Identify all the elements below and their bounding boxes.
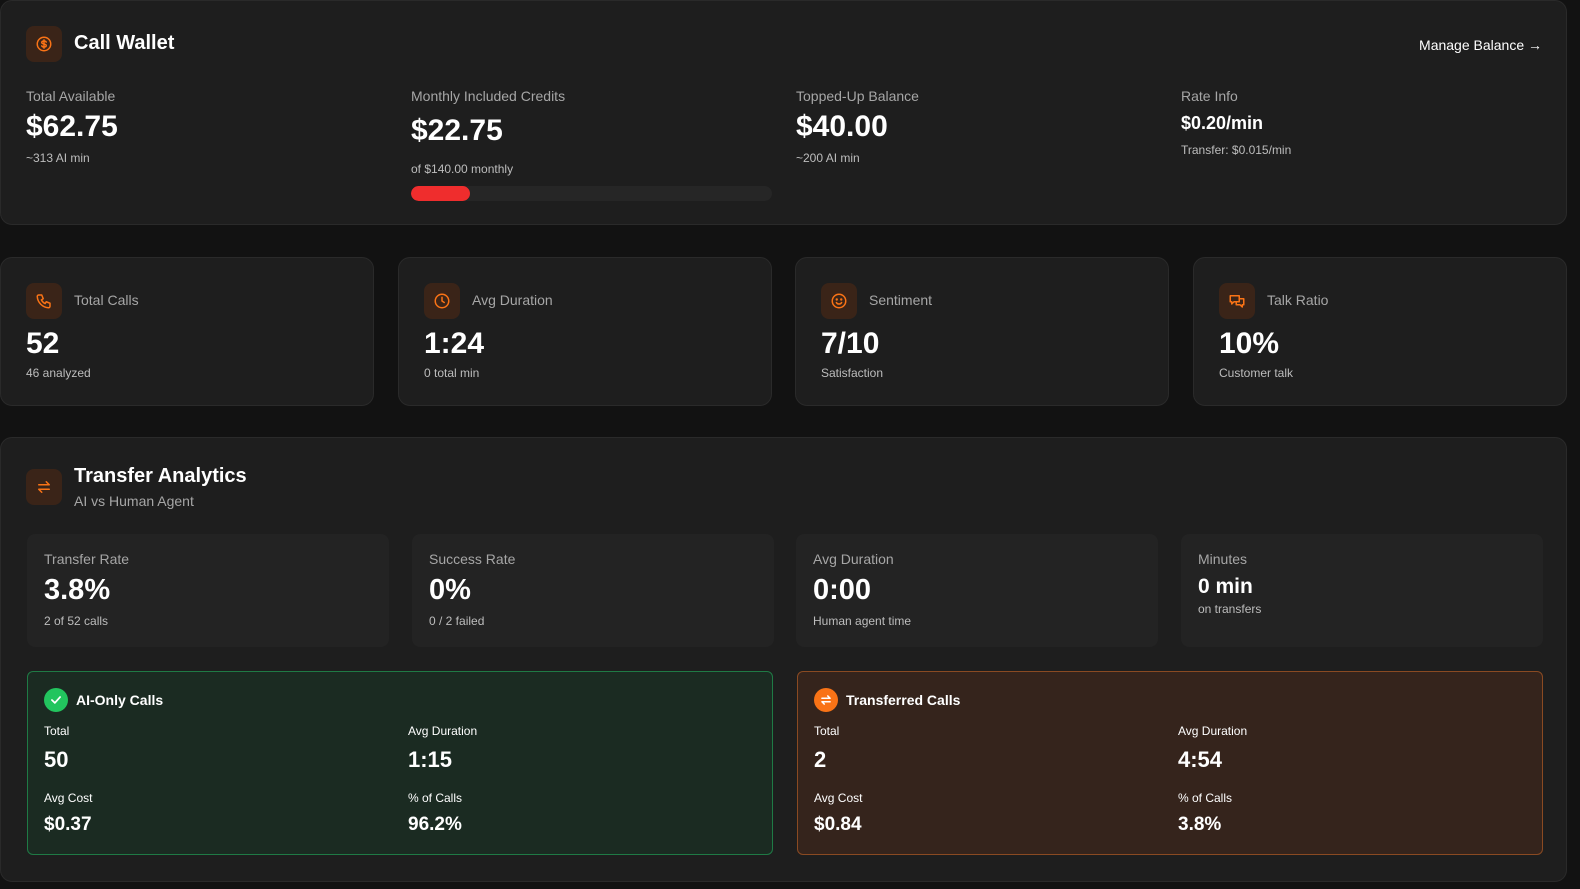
stat-label: Total Calls (74, 292, 139, 308)
metric-value: 3.8% (44, 574, 111, 606)
metric-sub: Human agent time (813, 614, 912, 628)
metric-transfer-rate: Transfer Rate 3.8% 2 of 52 calls (27, 534, 389, 647)
dollar-circle-icon (26, 26, 62, 62)
total-available: Total Available $62.75 ~313 AI min (26, 88, 118, 165)
cell-label: % of Calls (408, 791, 463, 805)
transferred-total: Total 2 (814, 724, 839, 773)
ai-only-avg-duration: Avg Duration 1:15 (408, 724, 477, 773)
stat-sub: 46 analyzed (26, 366, 91, 380)
rate-info-sub: Transfer: $0.015/min (1181, 143, 1292, 157)
stat-sub: Customer talk (1219, 366, 1294, 380)
metric-sub: 2 of 52 calls (44, 614, 109, 628)
stat-sub: Satisfaction (821, 366, 884, 380)
transferred-avg-cost: Avg Cost $0.84 (814, 791, 862, 836)
topped-up-balance: Topped-Up Balance $40.00 ~200 AI min (796, 88, 919, 165)
transferred-title: Transferred Calls (846, 692, 961, 708)
ai-only-avg-cost: Avg Cost $0.37 (44, 791, 92, 836)
metric-label: Avg Duration (813, 551, 894, 567)
clock-icon (424, 283, 460, 319)
stat-label: Sentiment (869, 292, 933, 308)
total-available-value: $62.75 (26, 110, 118, 143)
metric-value: 0% (429, 574, 471, 606)
cell-label: Avg Duration (1178, 724, 1248, 738)
stat-card-sentiment: Sentiment 7/10 Satisfaction (795, 257, 1169, 406)
total-available-sub: ~313 AI min (26, 151, 90, 165)
cell-value: 96.2% (408, 814, 462, 835)
rate-info-value: $0.20/min (1181, 113, 1264, 133)
cell-label: Total (814, 724, 840, 738)
metric-avg-duration: Avg Duration 0:00 Human agent time (796, 534, 1158, 647)
metric-success-rate: Success Rate 0% 0 / 2 failed (412, 534, 774, 647)
ai-only-calls-panel: AI-Only Calls Total 50 Avg Duration 1:15… (27, 671, 773, 855)
stat-value: 7/10 (821, 327, 880, 360)
ai-only-pct: % of Calls 96.2% (408, 791, 462, 836)
transfer-circle-icon (814, 688, 838, 712)
ai-only-total: Total 50 (44, 724, 69, 773)
monthly-credits-sub: of $140.00 monthly (411, 162, 514, 176)
metric-sub: 0 / 2 failed (429, 614, 485, 628)
stat-label: Talk Ratio (1267, 292, 1329, 308)
manage-balance-link[interactable]: Manage Balance → (1419, 37, 1542, 53)
monthly-credits-progress-fill (411, 186, 470, 201)
topped-up-label: Topped-Up Balance (796, 88, 919, 104)
monthly-credits-progress (411, 186, 772, 201)
transfer-arrows-icon (26, 469, 62, 505)
rate-info: Rate Info $0.20/min Transfer: $0.015/min (1181, 88, 1291, 157)
cell-value: $0.84 (814, 814, 862, 835)
total-available-label: Total Available (26, 88, 116, 104)
metric-value: 0 min (1198, 575, 1253, 598)
metric-label: Success Rate (429, 551, 516, 567)
metric-sub: on transfers (1198, 602, 1262, 616)
wallet-title: Call Wallet (74, 32, 175, 54)
monthly-credits: Monthly Included Credits $22.75 of $140.… (411, 88, 565, 176)
metric-label: Minutes (1198, 551, 1248, 567)
phone-icon (26, 283, 62, 319)
cell-value: $0.37 (44, 814, 92, 835)
check-circle-icon (44, 688, 68, 712)
cell-label: Avg Cost (44, 791, 93, 805)
stat-card-talk-ratio: Talk Ratio 10% Customer talk (1193, 257, 1567, 406)
transfer-analytics-card: Transfer Analytics AI vs Human Agent Tra… (0, 437, 1567, 882)
monthly-credits-label: Monthly Included Credits (411, 88, 566, 104)
cell-value: 2 (814, 747, 827, 772)
cell-value: 50 (44, 747, 69, 772)
cell-label: Avg Cost (814, 791, 863, 805)
transfer-subtitle: AI vs Human Agent (74, 493, 194, 509)
topped-up-value: $40.00 (796, 110, 888, 143)
stat-label: Avg Duration (472, 292, 553, 308)
monthly-credits-value: $22.75 (411, 114, 503, 147)
chat-icon (1219, 283, 1255, 319)
smile-icon (821, 283, 857, 319)
stat-sub: 0 total min (424, 366, 480, 380)
cell-value: 1:15 (408, 747, 453, 772)
ai-only-title: AI-Only Calls (76, 692, 164, 708)
stat-value: 52 (26, 327, 60, 360)
cell-value: 4:54 (1178, 747, 1223, 772)
transferred-calls-panel: Transferred Calls Total 2 Avg Duration 4… (797, 671, 1543, 855)
metric-minutes: Minutes 0 min on transfers (1181, 534, 1543, 647)
topped-up-sub: ~200 AI min (796, 151, 860, 165)
cell-value: 3.8% (1178, 814, 1222, 835)
cell-label: Avg Duration (408, 724, 478, 738)
cell-label: % of Calls (1178, 791, 1233, 805)
transfer-title: Transfer Analytics (74, 465, 247, 487)
stat-card-avg-duration: Avg Duration 1:24 0 total min (398, 257, 772, 406)
transferred-pct: % of Calls 3.8% (1178, 791, 1232, 836)
stat-value: 10% (1219, 327, 1280, 360)
rate-info-label: Rate Info (1181, 88, 1238, 104)
cell-label: Total (44, 724, 70, 738)
stat-card-total-calls: Total Calls 52 46 analyzed (0, 257, 374, 406)
call-wallet-card: Call Wallet Manage Balance → Total Avail… (0, 0, 1567, 225)
metric-value: 0:00 (813, 574, 872, 606)
metric-label: Transfer Rate (44, 551, 130, 567)
transferred-avg-duration: Avg Duration 4:54 (1178, 724, 1247, 773)
stat-value: 1:24 (424, 327, 485, 360)
